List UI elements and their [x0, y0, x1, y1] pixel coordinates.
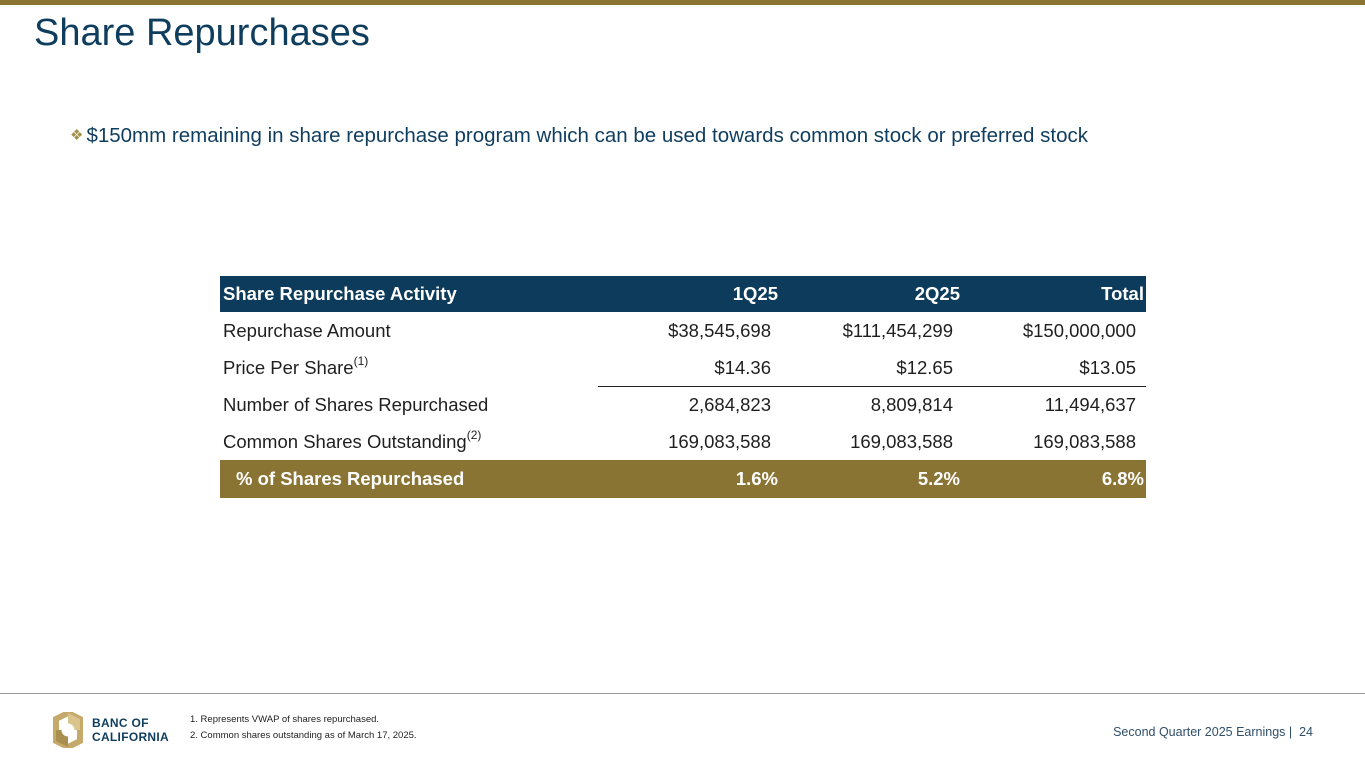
footnote-ref: (1)	[353, 353, 369, 368]
bullet-point: ❖ $150mm remaining in share repurchase pr…	[70, 124, 1088, 148]
table-total-row: % of Shares Repurchased 1.6% 5.2% 6.8%	[220, 460, 1146, 498]
cell-total: $13.05	[1079, 356, 1136, 378]
diamond-bullet-icon: ❖	[70, 127, 84, 144]
total-1q25: 1.6%	[735, 468, 778, 489]
footer-divider	[0, 693, 1365, 694]
subtotal-rule	[598, 385, 1146, 387]
footnote-1: 1. Represents VWAP of shares repurchased…	[190, 714, 380, 725]
header-1q25: 1Q25	[732, 283, 778, 304]
footer-text: Second Quarter 2025 Earnings |	[1113, 725, 1293, 739]
header-2q25: 2Q25	[914, 283, 960, 304]
cell-1q25: $14.36	[714, 356, 771, 378]
cell-1q25: $38,545,698	[668, 319, 771, 341]
row-label: Price Per Share(1)	[223, 353, 369, 378]
cell-total: 169,083,588	[1033, 430, 1136, 452]
page-title: Share Repurchases	[34, 12, 370, 54]
banc-of-california-logo-icon	[53, 712, 83, 748]
cell-2q25: 8,809,814	[870, 393, 953, 415]
total-label: % of Shares Repurchased	[236, 468, 465, 489]
total-total: 6.8%	[1101, 468, 1144, 489]
cell-1q25: 2,684,823	[688, 393, 771, 415]
bullet-text: $150mm remaining in share repurchase pro…	[86, 124, 1089, 147]
share-repurchase-table: Share Repurchase Activity 1Q25 2Q25 Tota…	[220, 276, 1146, 498]
header-label: Share Repurchase Activity	[223, 283, 457, 304]
table-row: Number of Shares Repurchased 2,684,823 8…	[220, 386, 1146, 423]
total-2q25: 5.2%	[917, 468, 960, 489]
footer-label: Second Quarter 2025 Earnings | 24	[1113, 725, 1313, 739]
top-accent-bar	[0, 0, 1365, 5]
cell-1q25: 169,083,588	[668, 430, 771, 452]
table-header-row: Share Repurchase Activity 1Q25 2Q25 Tota…	[220, 276, 1146, 312]
cell-total: 11,494,637	[1044, 393, 1136, 415]
cell-2q25: 169,083,588	[850, 430, 953, 452]
row-label: Repurchase Amount	[223, 319, 391, 341]
row-label: Common Shares Outstanding(2)	[223, 427, 482, 452]
table-row: Price Per Share(1) $14.36 $12.65 $13.05	[220, 349, 1146, 387]
table-row: Repurchase Amount $38,545,698 $111,454,2…	[220, 312, 1146, 349]
cell-2q25: $12.65	[896, 356, 953, 378]
cell-total: $150,000,000	[1022, 319, 1136, 341]
logo-wordmark: BANC OF CALIFORNIA	[92, 716, 169, 744]
header-total: Total	[1101, 283, 1144, 304]
cell-2q25: $111,454,299	[842, 319, 953, 341]
footnote-ref: (2)	[466, 427, 482, 442]
page-number: 24	[1299, 725, 1313, 739]
footnote-2: 2. Common shares outstanding as of March…	[190, 730, 417, 741]
table-row: Common Shares Outstanding(2) 169,083,588…	[220, 423, 1146, 460]
row-label: Number of Shares Repurchased	[223, 393, 489, 415]
